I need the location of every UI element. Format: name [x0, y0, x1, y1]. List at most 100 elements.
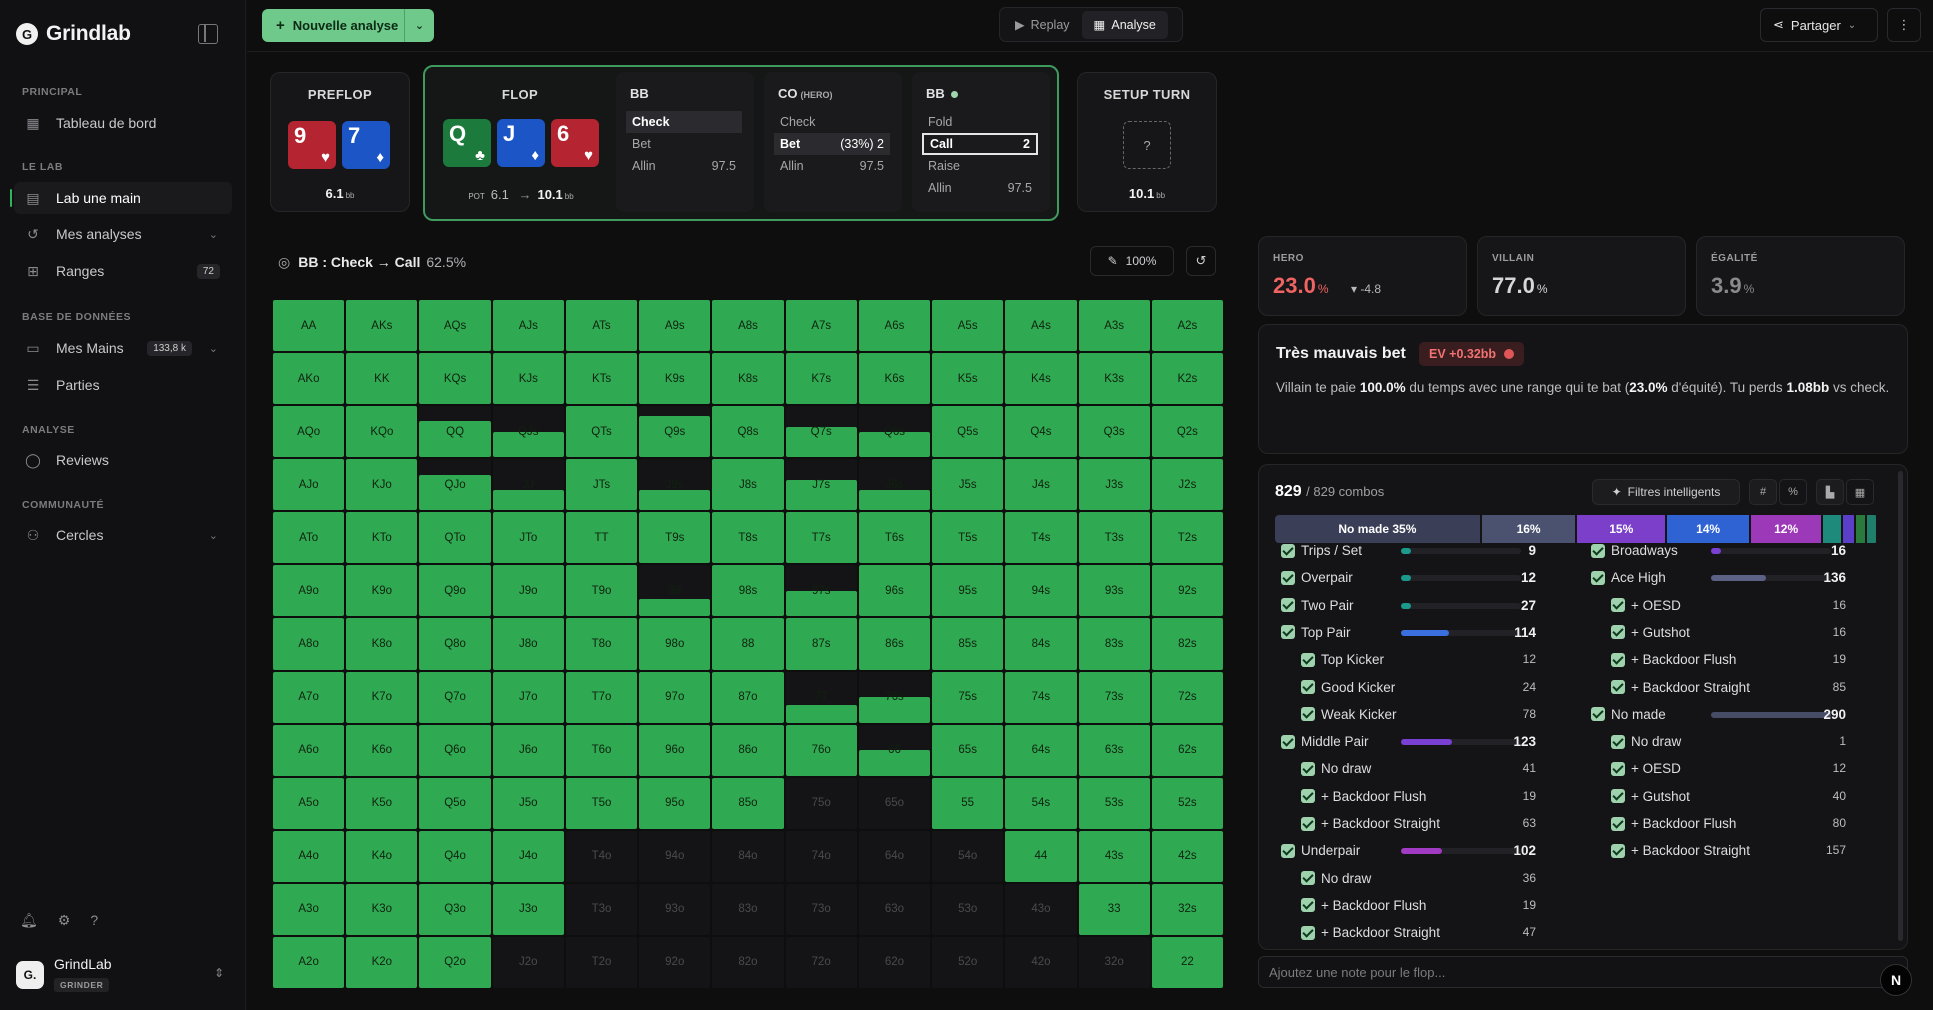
hand-cell[interactable]: 55	[932, 777, 1004, 829]
checkbox[interactable]	[1281, 543, 1295, 558]
hand-class-row[interactable]: Middle Pair	[1281, 728, 1369, 755]
scrollbar[interactable]	[1898, 471, 1903, 941]
hand-cell[interactable]: Q5s	[932, 406, 1004, 458]
hand-cell[interactable]: 53s	[1078, 777, 1150, 829]
checkbox[interactable]	[1611, 761, 1625, 776]
action-option[interactable]: Check	[774, 111, 890, 133]
hand-class-row[interactable]: Overpair	[1281, 564, 1353, 591]
hand-cell[interactable]: K7s	[785, 353, 857, 405]
action-option[interactable]: Allin 97.5	[922, 177, 1038, 199]
hand-cell[interactable]: 86o	[712, 724, 784, 776]
hand-cell[interactable]: A5o	[273, 777, 345, 829]
preflop-card[interactable]: PREFLOP 9 ♥ 7 ♦ 6.1 bb	[270, 72, 410, 212]
hand-cell[interactable]: 83s	[1078, 618, 1150, 670]
hand-cell[interactable]: AQs	[419, 300, 491, 352]
hand-cell[interactable]: 22	[1151, 936, 1223, 988]
checkbox[interactable]	[1611, 843, 1625, 858]
hand-class-row[interactable]: + Backdoor Straight	[1301, 919, 1440, 946]
action-option[interactable]: Allin 97.5	[774, 155, 890, 177]
hand-cell[interactable]: T3o	[565, 883, 638, 935]
hand-cell[interactable]: T4o	[565, 830, 638, 882]
hand-cell[interactable]: 85o	[712, 777, 784, 829]
hand-cell[interactable]: 76s	[858, 671, 931, 723]
sidebar-item-ranges[interactable]: ⊞ Ranges 72	[14, 255, 232, 287]
hand-cell[interactable]: 92o	[639, 936, 711, 988]
checkbox[interactable]	[1281, 625, 1295, 640]
hand-class-row[interactable]: + Backdoor Straight	[1301, 810, 1440, 837]
hand-cell[interactable]: QJo	[419, 459, 491, 511]
hand-cell[interactable]: K2o	[346, 936, 418, 988]
hand-cell[interactable]: 97o	[639, 671, 711, 723]
hand-cell[interactable]: 43s	[1078, 830, 1150, 882]
sidebar-item-lab-une-main[interactable]: ▤ Lab une main	[10, 182, 232, 214]
distribution-segment[interactable]: No made 35%	[1275, 515, 1480, 543]
hand-cell[interactable]: 85s	[932, 618, 1004, 670]
checkbox[interactable]	[1301, 707, 1315, 722]
hand-cell[interactable]: T6s	[858, 512, 931, 564]
checkbox[interactable]	[1281, 598, 1295, 613]
hand-cell[interactable]: 87o	[712, 671, 784, 723]
hand-cell[interactable]: K3o	[346, 883, 418, 935]
sidebar-toggle-icon[interactable]	[198, 24, 218, 44]
hand-cell[interactable]: T2o	[565, 936, 638, 988]
hand-cell[interactable]: Q2o	[419, 936, 491, 988]
checkbox[interactable]	[1591, 543, 1605, 558]
hand-cell[interactable]: 54s	[1005, 777, 1077, 829]
distribution-segment[interactable]: 12%	[1751, 515, 1822, 543]
hand-class-row[interactable]: + OESD	[1611, 592, 1681, 619]
checkbox[interactable]	[1611, 816, 1625, 831]
hand-cell[interactable]: AQo	[273, 406, 345, 458]
grid-view-icon[interactable]: ▦	[1846, 479, 1874, 505]
hand-cell[interactable]: K2s	[1151, 353, 1223, 405]
hand-cell[interactable]: 77	[785, 671, 857, 723]
hand-cell[interactable]: KQs	[419, 353, 491, 405]
hand-cell[interactable]: 32o	[1078, 936, 1150, 988]
checkbox[interactable]	[1301, 898, 1315, 913]
distribution-segment[interactable]	[1867, 515, 1877, 543]
checkbox[interactable]	[1301, 871, 1315, 886]
more-options-icon[interactable]: ⋮	[1887, 8, 1921, 42]
chart-view-icon[interactable]: ▙	[1816, 479, 1844, 505]
hand-cell[interactable]: J6o	[492, 724, 564, 776]
checkbox[interactable]	[1301, 652, 1315, 667]
sidebar-item-mes-mains[interactable]: ▭ Mes Mains 133,8 k ⌄	[14, 332, 232, 364]
hand-cell[interactable]: 74o	[785, 830, 857, 882]
hand-cell[interactable]: A5s	[932, 300, 1004, 352]
hand-cell[interactable]: T7o	[565, 671, 638, 723]
hand-cell[interactable]: 96o	[639, 724, 711, 776]
hand-cell[interactable]: Q7s	[785, 406, 857, 458]
hand-cell[interactable]: 86s	[858, 618, 931, 670]
hand-cell[interactable]: T2s	[1151, 512, 1223, 564]
hand-cell[interactable]: ATo	[273, 512, 345, 564]
hand-cell[interactable]: K9o	[346, 565, 418, 617]
hand-cell[interactable]: QQ	[419, 406, 491, 458]
hand-class-row[interactable]: + Gutshot	[1611, 619, 1690, 646]
distribution-segment[interactable]: 15%	[1577, 515, 1666, 543]
hand-cell[interactable]: Q2s	[1151, 406, 1223, 458]
hand-cell[interactable]: JTo	[492, 512, 564, 564]
hand-cell[interactable]: A7s	[785, 300, 857, 352]
hand-cell[interactable]: Q6s	[858, 406, 931, 458]
hand-cell[interactable]: JTs	[565, 459, 638, 511]
sidebar-item-cercles[interactable]: ⚇ Cercles ⌄	[14, 519, 232, 551]
hand-cell[interactable]: 99	[639, 565, 711, 617]
hand-cell[interactable]: QJs	[492, 406, 564, 458]
bell-icon[interactable]: 🔔︎	[20, 912, 38, 928]
hand-cell[interactable]: A3o	[273, 883, 345, 935]
zoom-control[interactable]: ✎ 100%	[1090, 246, 1174, 276]
checkbox[interactable]	[1611, 625, 1625, 640]
hand-cell[interactable]: T5o	[565, 777, 638, 829]
hand-cell[interactable]: 74s	[1005, 671, 1077, 723]
checkbox[interactable]	[1611, 598, 1625, 613]
action-option[interactable]: Bet (33%) 2	[774, 133, 890, 155]
action-option[interactable]: Call 2	[922, 133, 1038, 155]
sidebar-item-reviews[interactable]: ◯ Reviews	[14, 444, 232, 476]
user-menu[interactable]: G. GrindLab GRINDER ⇕	[10, 950, 232, 1000]
hand-cell[interactable]: A3s	[1078, 300, 1150, 352]
hand-cell[interactable]: A6o	[273, 724, 345, 776]
hand-cell[interactable]: 53o	[932, 883, 1004, 935]
hand-cell[interactable]: 42s	[1151, 830, 1223, 882]
hand-cell[interactable]: K4o	[346, 830, 418, 882]
hand-class-row[interactable]: No made	[1591, 701, 1666, 728]
sidebar-item-mes-analyses[interactable]: ↺ Mes analyses ⌄	[14, 218, 232, 250]
